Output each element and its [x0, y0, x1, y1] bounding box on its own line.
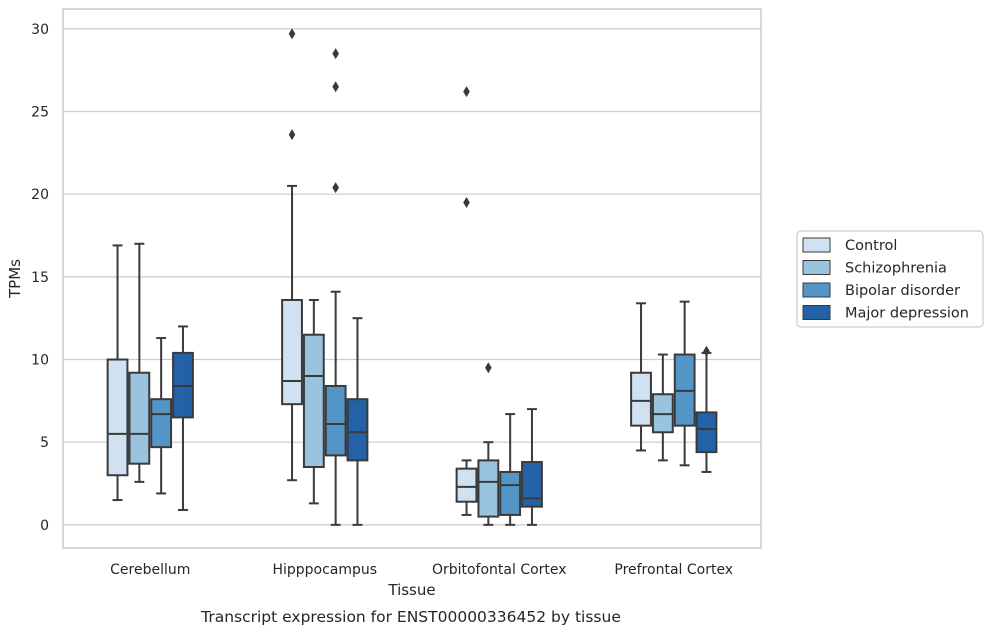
box-iqr: [128, 371, 151, 465]
box-bipolar-disorder: [499, 413, 522, 526]
outlier-point: [703, 345, 710, 357]
legend-item: Control: [802, 237, 897, 254]
legend-swatch: [802, 237, 831, 253]
box-iqr: [455, 467, 478, 503]
chart-caption: Transcript expression for ENST0000033645…: [200, 608, 621, 626]
box-iqr: [477, 459, 500, 518]
box-iqr: [695, 411, 718, 454]
box-iqr: [324, 384, 347, 457]
box-iqr: [346, 398, 369, 462]
box-iqr: [106, 358, 129, 477]
legend: Control Schizophrenia Bipolar disorder Majo…: [796, 230, 984, 328]
x-tick-label: Hipppocampus: [272, 562, 377, 578]
y-tick-labels: 0 5 10 15 20 25 30: [31, 22, 49, 534]
box-schizophrenia: [302, 298, 325, 505]
box-schizophrenia: [651, 353, 674, 462]
y-tick-label: 25: [31, 105, 49, 121]
box-iqr: [630, 371, 652, 427]
legend-label: Control: [845, 238, 897, 254]
y-tick-label: 5: [40, 435, 49, 451]
box-iqr: [521, 461, 543, 508]
y-tick-label: 30: [31, 22, 49, 38]
outlier-point: [463, 86, 470, 98]
y-tick-label: 0: [40, 518, 49, 534]
legend-item: Major depression: [802, 305, 969, 322]
grid-lines: [63, 28, 761, 526]
x-tick-label: Cerebellum: [110, 562, 190, 578]
outlier-point: [288, 129, 296, 141]
x-axis-label: Tissue: [387, 581, 435, 599]
box-control: [281, 28, 303, 482]
box-major-depression: [346, 317, 369, 526]
box-major-depression: [521, 408, 543, 526]
legend-swatch: [802, 282, 831, 298]
outlier-point: [485, 362, 492, 374]
box-control: [630, 302, 652, 452]
outlier-point: [463, 196, 470, 208]
box-bipolar-disorder: [324, 48, 347, 526]
box-schizophrenia: [477, 362, 500, 526]
y-axis-label: TPMs: [6, 259, 24, 299]
box-bipolar-disorder: [150, 337, 173, 495]
x-tick-labels: Cerebellum Hipppocampus Orbitofontal Corte…: [110, 562, 733, 578]
legend-swatch: [802, 305, 831, 320]
y-tick-label: 10: [31, 353, 49, 369]
box-iqr: [499, 470, 522, 516]
x-tick-label: Orbitofontal Cortex: [432, 562, 567, 578]
box-series: [106, 28, 718, 526]
outlier-point: [332, 182, 339, 194]
outlier-point: [332, 81, 339, 93]
y-tick-label: 20: [31, 187, 49, 203]
box-bipolar-disorder: [673, 300, 696, 467]
x-tick-label: Prefrontal Cortex: [614, 562, 733, 578]
legend-label: Schizophrenia: [845, 261, 947, 277]
box-control: [106, 244, 129, 502]
box-schizophrenia: [128, 242, 151, 483]
legend-frame: [796, 230, 984, 328]
legend-label: Bipolar disorder: [845, 283, 960, 299]
legend-item: Bipolar disorder: [802, 282, 960, 299]
legend-label: Major depression: [845, 306, 969, 322]
box-iqr: [281, 298, 303, 406]
box-control: [455, 86, 478, 516]
y-tick-label: 15: [31, 270, 49, 286]
plot-frame: [62, 8, 762, 549]
outlier-point: [332, 48, 339, 60]
box-iqr: [302, 333, 325, 468]
legend-swatch: [802, 260, 831, 275]
box-major-depression: [695, 345, 718, 473]
box-major-depression: [172, 325, 194, 511]
box-iqr: [150, 398, 173, 449]
outlier-point: [288, 28, 296, 40]
legend-item: Schizophrenia: [802, 260, 947, 277]
